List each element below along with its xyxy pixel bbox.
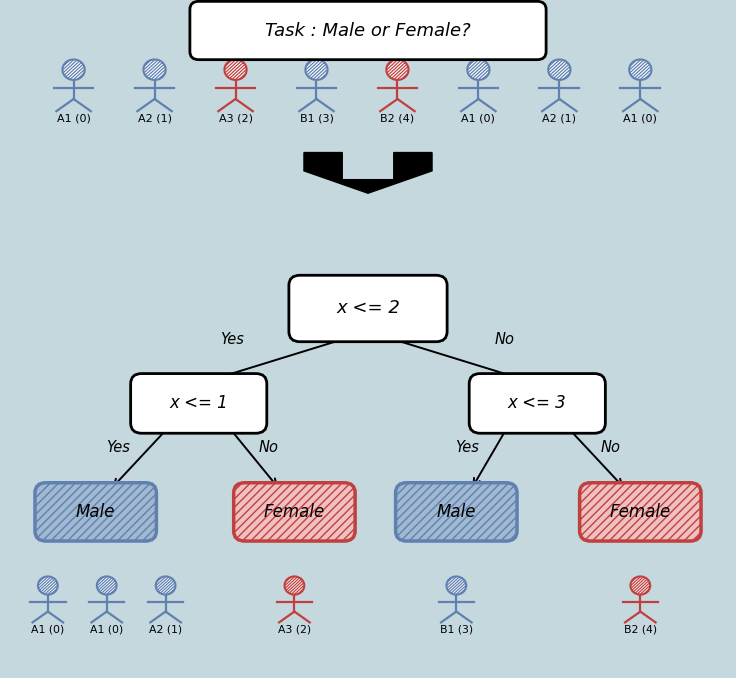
Text: No: No [258, 440, 279, 456]
FancyBboxPatch shape [289, 275, 447, 342]
Circle shape [386, 60, 408, 80]
Text: A2 (1): A2 (1) [542, 114, 576, 123]
Text: Task : Male or Female?: Task : Male or Female? [265, 22, 471, 39]
Text: A1 (0): A1 (0) [31, 624, 65, 635]
FancyBboxPatch shape [190, 1, 546, 60]
Polygon shape [304, 153, 432, 193]
FancyBboxPatch shape [396, 483, 517, 541]
FancyBboxPatch shape [35, 483, 156, 541]
Text: B2 (4): B2 (4) [381, 114, 414, 123]
Text: x <= 1: x <= 1 [169, 395, 228, 412]
Circle shape [224, 60, 247, 80]
Text: Yes: Yes [456, 440, 479, 456]
Text: x <= 2: x <= 2 [336, 300, 400, 317]
Text: Male: Male [76, 503, 116, 521]
Text: B1 (3): B1 (3) [439, 624, 473, 635]
Circle shape [447, 576, 466, 595]
Text: B1 (3): B1 (3) [300, 114, 333, 123]
Text: B2 (4): B2 (4) [623, 624, 657, 635]
Text: A1 (0): A1 (0) [461, 114, 495, 123]
Text: Yes: Yes [106, 440, 130, 456]
Circle shape [144, 60, 166, 80]
Text: A1 (0): A1 (0) [623, 114, 657, 123]
Circle shape [305, 60, 328, 80]
Text: Male: Male [436, 503, 476, 521]
Text: A1 (0): A1 (0) [90, 624, 124, 635]
FancyBboxPatch shape [130, 374, 266, 433]
Circle shape [629, 60, 651, 80]
Text: A2 (1): A2 (1) [149, 624, 183, 635]
Text: Female: Female [263, 503, 325, 521]
Circle shape [631, 576, 650, 595]
Text: Female: Female [609, 503, 671, 521]
Text: A3 (2): A3 (2) [277, 624, 311, 635]
FancyBboxPatch shape [470, 374, 605, 433]
FancyBboxPatch shape [580, 483, 701, 541]
Text: A1 (0): A1 (0) [57, 114, 91, 123]
Circle shape [38, 576, 57, 595]
Circle shape [63, 60, 85, 80]
Text: Yes: Yes [220, 332, 244, 346]
Text: No: No [494, 332, 514, 346]
Circle shape [97, 576, 116, 595]
Circle shape [467, 60, 489, 80]
Circle shape [285, 576, 304, 595]
FancyBboxPatch shape [234, 483, 355, 541]
Circle shape [548, 60, 570, 80]
Text: A2 (1): A2 (1) [138, 114, 171, 123]
Circle shape [156, 576, 175, 595]
Text: x <= 3: x <= 3 [508, 395, 567, 412]
Text: A3 (2): A3 (2) [219, 114, 252, 123]
Text: No: No [601, 440, 621, 456]
